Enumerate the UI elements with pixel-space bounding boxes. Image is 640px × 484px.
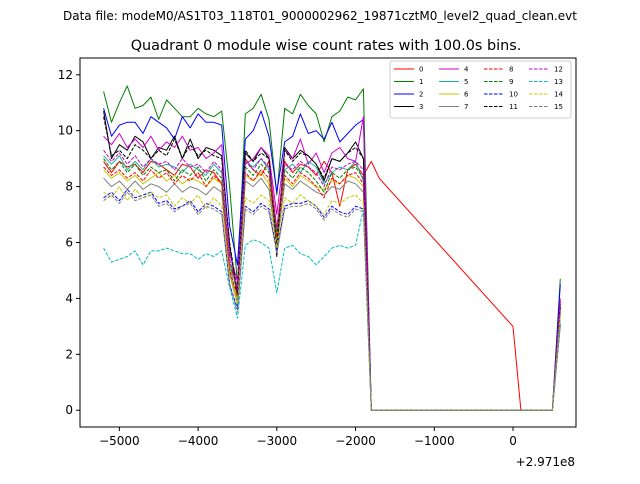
legend-label-14: 14: [554, 91, 563, 99]
y-tick-label: 6: [65, 236, 73, 250]
y-tick-label: 2: [65, 347, 73, 361]
series-line-3: [103, 111, 561, 411]
series-line-4: [103, 116, 561, 411]
series-line-10: [103, 188, 561, 411]
legend-label-9: 9: [509, 78, 513, 86]
series-line-12: [103, 149, 561, 411]
legend-label-11: 11: [509, 103, 518, 111]
series-line-7: [103, 177, 561, 411]
x-tick-label: −5000: [99, 434, 140, 448]
legend-label-13: 13: [554, 78, 563, 86]
series-line-13: [103, 208, 561, 411]
legend-label-7: 7: [464, 103, 468, 111]
chart-title: Quadrant 0 module wise count rates with …: [131, 38, 522, 54]
series-line-11: [103, 116, 561, 411]
legend-label-4: 4: [464, 66, 469, 74]
legend-label-8: 8: [509, 66, 513, 74]
legend-label-15: 15: [554, 103, 563, 111]
legend-label-2: 2: [419, 91, 423, 99]
legend-label-12: 12: [554, 66, 563, 74]
series-line-0: [103, 158, 561, 411]
figure-suptitle: Data file: modeM0/AS1T03_118T01_90000029…: [63, 9, 577, 23]
series-line-15: [103, 191, 561, 411]
legend-label-3: 3: [419, 103, 423, 111]
y-tick-label: 8: [65, 180, 73, 194]
axes-frame: [79, 57, 577, 428]
series-line-5: [103, 155, 561, 411]
x-offset-text: +2.971e8: [516, 455, 575, 469]
y-tick-label: 10: [58, 124, 73, 138]
legend-label-5: 5: [464, 78, 468, 86]
x-tick-label: −2000: [335, 434, 376, 448]
y-tick-label: 12: [58, 68, 73, 82]
y-tick-label: 4: [65, 291, 73, 305]
x-tick-label: −4000: [178, 434, 219, 448]
legend-label-10: 10: [509, 91, 518, 99]
series-line-14: [103, 186, 561, 411]
y-tick-label: 0: [65, 403, 73, 417]
legend-box: [389, 60, 572, 119]
legend-label-0: 0: [419, 66, 423, 74]
x-tick-label: −3000: [257, 434, 298, 448]
plot-area: [103, 85, 561, 411]
x-tick-label: −1000: [414, 434, 455, 448]
x-axis: −5000 −4000 −3000 −2000 −1000 0: [99, 427, 517, 448]
legend-label-6: 6: [464, 91, 469, 99]
series-line-9: [103, 158, 561, 411]
x-tick-label: 0: [509, 434, 517, 448]
legend-label-1: 1: [419, 78, 423, 86]
y-axis: 0 2 4 6 8 10 12: [58, 68, 80, 417]
